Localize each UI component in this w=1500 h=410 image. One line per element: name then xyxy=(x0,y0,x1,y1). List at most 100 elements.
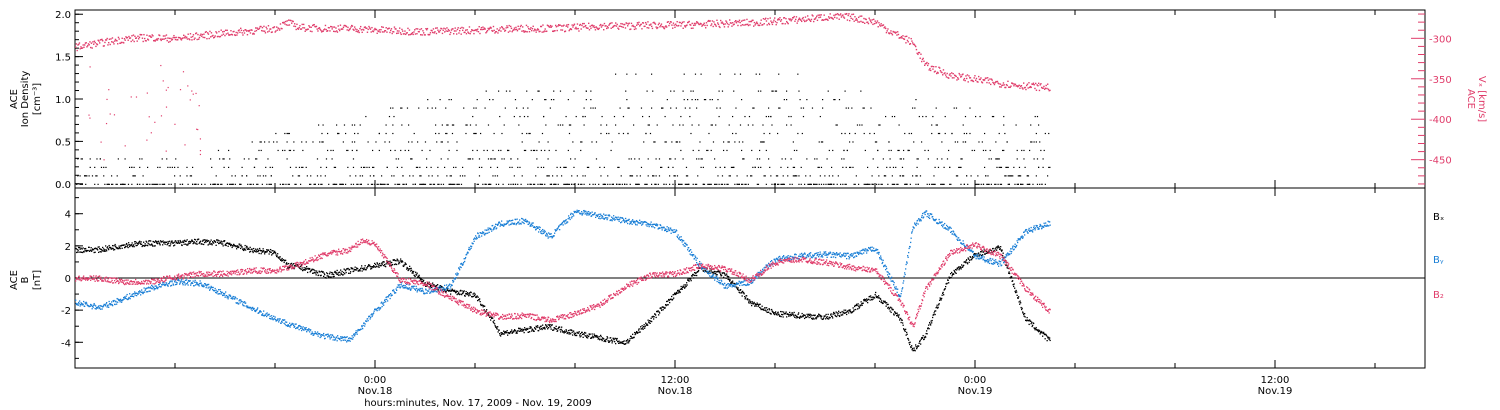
field-point-black xyxy=(327,275,329,277)
field-point-black xyxy=(204,241,206,244)
density-point xyxy=(414,183,416,185)
density-point xyxy=(174,175,176,177)
field-point-black xyxy=(401,260,403,262)
field-point-black xyxy=(166,244,168,246)
density-point xyxy=(832,175,834,177)
density-point xyxy=(592,183,594,185)
field-point-black xyxy=(545,324,547,326)
velocity-point xyxy=(1006,84,1008,87)
velocity-point xyxy=(554,30,556,32)
velocity-point xyxy=(724,23,726,25)
velocity-point xyxy=(652,22,654,24)
field-point-black xyxy=(479,298,481,300)
density-point xyxy=(730,166,733,169)
density-point xyxy=(321,183,323,185)
field-point-black xyxy=(140,241,142,243)
field-point-black xyxy=(319,271,321,273)
field-point-black xyxy=(912,347,914,350)
velocity-point xyxy=(1030,86,1032,89)
field-point-black xyxy=(349,272,351,274)
velocity-point xyxy=(153,39,156,42)
density-point xyxy=(934,183,936,185)
velocity-point xyxy=(216,35,219,38)
density-point xyxy=(576,175,578,177)
density-point xyxy=(915,99,917,101)
velocity-point xyxy=(720,19,722,22)
velocity-point xyxy=(251,29,253,31)
velocity-point xyxy=(96,43,99,46)
velocity-point xyxy=(715,25,717,27)
density-point xyxy=(773,183,775,185)
density-point xyxy=(998,158,1000,160)
density-point xyxy=(658,175,661,177)
density-point xyxy=(264,141,266,143)
density-point xyxy=(85,183,87,185)
field-point-black xyxy=(342,274,344,276)
velocity-point xyxy=(1046,87,1048,90)
field-point-black xyxy=(307,271,309,274)
field-point-black xyxy=(227,245,229,247)
velocity-point xyxy=(629,28,631,31)
field-point-black xyxy=(687,278,689,280)
field-point-black xyxy=(548,326,550,329)
density-point xyxy=(836,124,838,126)
velocity-point xyxy=(444,31,446,33)
density-point xyxy=(568,132,571,135)
field-point-black xyxy=(300,265,302,267)
velocity-point xyxy=(492,25,495,28)
field-point-black xyxy=(750,301,752,303)
velocity-point xyxy=(702,23,705,26)
velocity-point xyxy=(734,20,736,23)
velocity-point xyxy=(723,23,725,26)
velocity-point xyxy=(423,32,425,34)
density-point xyxy=(369,175,371,177)
top-y-tick-label: 1.0 xyxy=(55,95,71,106)
density-point xyxy=(816,158,818,160)
velocity-point xyxy=(420,28,423,30)
field-point-black xyxy=(406,266,408,269)
field-point-black xyxy=(381,262,383,264)
field-point-black xyxy=(648,321,650,323)
velocity-point xyxy=(254,30,256,33)
field-point-black xyxy=(847,310,849,312)
field-point-black xyxy=(675,293,677,295)
velocity-point xyxy=(905,42,907,44)
velocity-point xyxy=(165,106,168,108)
field-point-black xyxy=(176,241,178,243)
velocity-point xyxy=(720,22,723,24)
velocity-point xyxy=(120,41,123,44)
field-point-black xyxy=(1016,294,1018,297)
field-point-blue xyxy=(83,300,85,303)
field-point-black xyxy=(929,321,931,324)
velocity-point xyxy=(979,78,981,81)
field-point-black xyxy=(467,292,469,294)
density-point xyxy=(519,115,521,118)
density-point xyxy=(301,166,303,169)
velocity-point xyxy=(953,77,955,79)
field-point-black xyxy=(399,262,401,264)
velocity-point xyxy=(819,16,822,18)
density-point xyxy=(556,175,558,177)
density-point xyxy=(197,183,199,185)
density-point xyxy=(763,175,765,177)
field-point-blue xyxy=(113,300,115,303)
density-point xyxy=(732,132,734,135)
field-point-black xyxy=(564,330,566,332)
density-point xyxy=(861,124,863,126)
density-point xyxy=(116,183,118,185)
field-point-black xyxy=(210,239,212,241)
field-point-black xyxy=(666,304,668,306)
velocity-point xyxy=(773,19,775,21)
density-point xyxy=(678,183,680,185)
field-point-black xyxy=(479,300,481,303)
density-point xyxy=(550,183,553,185)
field-point-black xyxy=(1033,322,1035,325)
field-point-black xyxy=(136,244,138,247)
density-point xyxy=(276,141,278,143)
velocity-point xyxy=(396,32,398,35)
field-point-black xyxy=(950,273,952,275)
field-point-black xyxy=(549,325,551,327)
field-point-black xyxy=(419,277,421,280)
field-point-black xyxy=(550,328,552,330)
density-point xyxy=(306,175,308,177)
